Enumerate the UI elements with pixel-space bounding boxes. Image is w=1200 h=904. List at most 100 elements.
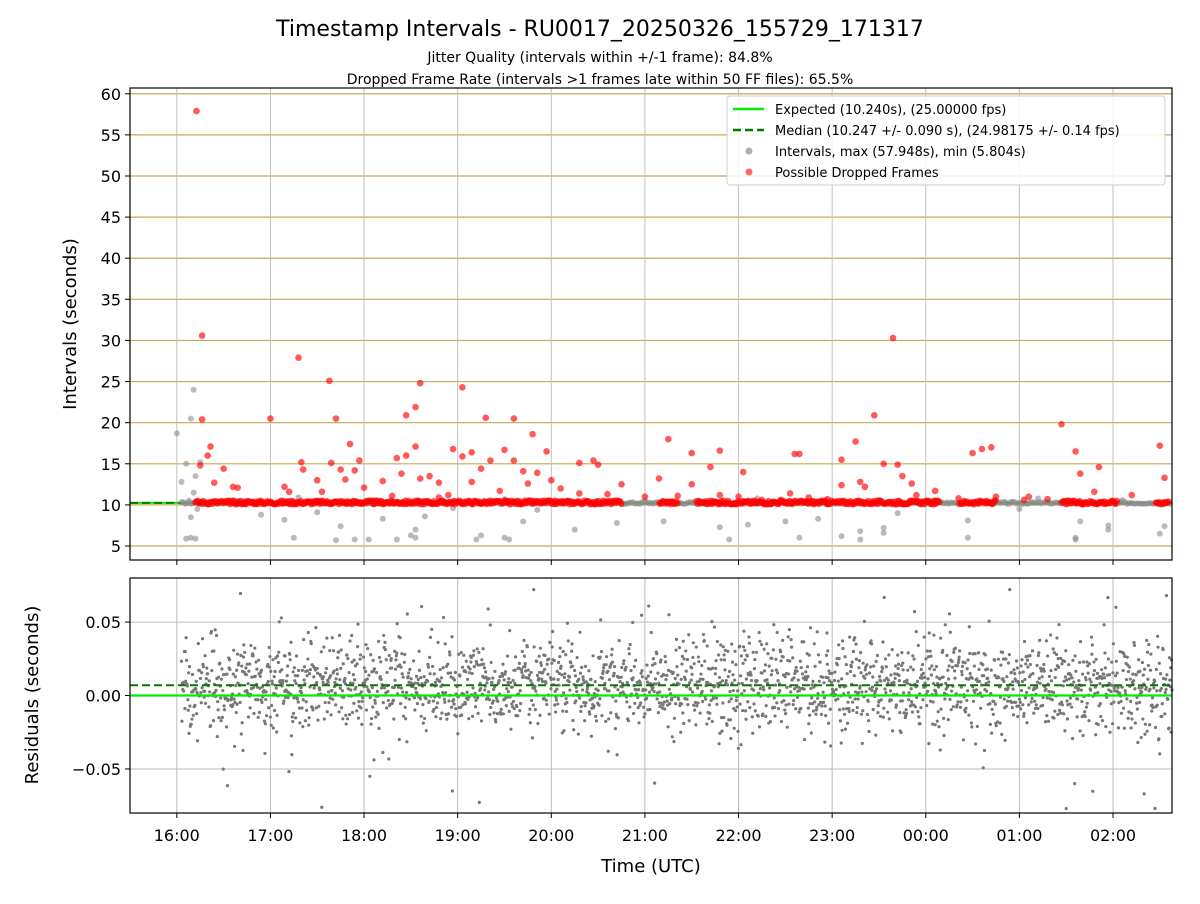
residual-point xyxy=(930,664,934,668)
residual-point xyxy=(296,674,300,678)
residual-point xyxy=(1137,700,1142,705)
dropped-frame-point xyxy=(533,469,541,477)
residual-point xyxy=(636,687,641,692)
residual-point xyxy=(393,667,398,671)
residual-point xyxy=(778,650,783,654)
residual-point xyxy=(764,714,768,718)
residual-point xyxy=(390,701,394,705)
residual-point xyxy=(921,671,925,675)
interval-point xyxy=(290,534,297,541)
residual-point xyxy=(869,642,874,646)
residual-point xyxy=(973,690,977,695)
residual-point xyxy=(692,662,696,666)
residual-point xyxy=(220,715,224,720)
residual-point xyxy=(221,688,225,693)
residual-point xyxy=(928,667,932,671)
residual-point xyxy=(1011,713,1016,717)
dropped-frame-point xyxy=(487,457,494,464)
residual-point xyxy=(195,712,199,716)
residual-point xyxy=(701,699,705,704)
residual-point xyxy=(289,640,293,644)
residual-point xyxy=(1160,714,1164,718)
residual-point xyxy=(488,623,492,627)
residual-point xyxy=(625,680,629,685)
residual-point xyxy=(1068,696,1073,700)
residual-point xyxy=(750,715,754,719)
residual-point xyxy=(1159,687,1164,691)
residual-point xyxy=(633,701,637,706)
residual-point xyxy=(205,666,209,670)
residual-point xyxy=(506,680,510,685)
residual-point xyxy=(1112,700,1116,704)
residual-point xyxy=(730,642,734,646)
residual-point xyxy=(1083,710,1087,714)
interval-point xyxy=(1161,523,1168,530)
residual-point xyxy=(1006,686,1010,690)
residual-point xyxy=(206,672,210,676)
residual-point xyxy=(859,671,863,675)
residual-point xyxy=(1070,676,1074,680)
interval-point xyxy=(173,430,180,437)
residual-point xyxy=(725,683,730,687)
residual-point xyxy=(691,641,695,645)
residual-point xyxy=(590,696,594,700)
residual-point xyxy=(982,748,987,753)
residual-point xyxy=(1019,664,1023,668)
residual-point xyxy=(612,674,616,678)
residual-point xyxy=(797,688,802,693)
residual-point xyxy=(718,681,722,685)
residual-point xyxy=(717,742,721,746)
residual-point xyxy=(317,704,321,708)
residual-point xyxy=(698,677,703,681)
residual-point xyxy=(1094,733,1098,737)
residual-point xyxy=(737,681,741,686)
residual-point xyxy=(829,744,833,748)
residual-point xyxy=(181,689,186,693)
residual-point xyxy=(856,697,860,701)
residual-point xyxy=(694,645,698,649)
residual-point xyxy=(709,698,713,703)
residual-point xyxy=(636,705,640,710)
residual-point xyxy=(394,658,398,662)
residual-point xyxy=(1065,678,1069,682)
residual-point xyxy=(396,685,401,689)
intervals-y-tick-label: 40 xyxy=(101,249,121,268)
residual-point xyxy=(502,678,506,682)
residual-point xyxy=(722,653,726,657)
residual-point xyxy=(511,699,516,704)
residual-point xyxy=(501,662,505,666)
residual-point xyxy=(292,666,296,670)
residual-point xyxy=(1148,687,1152,691)
residual-point xyxy=(279,616,283,620)
residual-point xyxy=(1108,672,1112,677)
residual-point xyxy=(880,670,884,674)
residual-point xyxy=(1049,679,1054,683)
residual-point xyxy=(826,721,831,725)
residual-point xyxy=(1020,658,1024,662)
residual-point xyxy=(841,646,845,651)
residual-point xyxy=(581,675,585,679)
residual-point xyxy=(649,670,653,674)
residual-point xyxy=(1062,712,1066,716)
residual-point xyxy=(522,638,526,643)
interval-point xyxy=(365,536,372,543)
residual-point xyxy=(745,654,749,658)
residual-point xyxy=(671,670,675,675)
residual-point xyxy=(587,710,591,714)
residuals-y-axis-label: Residuals (seconds) xyxy=(22,606,43,785)
residual-point xyxy=(278,678,283,683)
residual-point xyxy=(663,707,667,711)
interval-point xyxy=(857,536,864,543)
dropped-frame-point xyxy=(468,478,476,486)
residual-point xyxy=(730,660,735,664)
residual-point xyxy=(701,677,705,681)
residual-point xyxy=(306,657,310,661)
residual-point xyxy=(665,699,669,703)
residual-point xyxy=(866,699,870,704)
residual-point xyxy=(808,702,812,706)
residual-point xyxy=(738,702,742,706)
residual-point xyxy=(215,734,219,739)
residual-point xyxy=(948,630,952,634)
residual-point xyxy=(471,714,475,718)
residual-point xyxy=(1010,705,1014,710)
